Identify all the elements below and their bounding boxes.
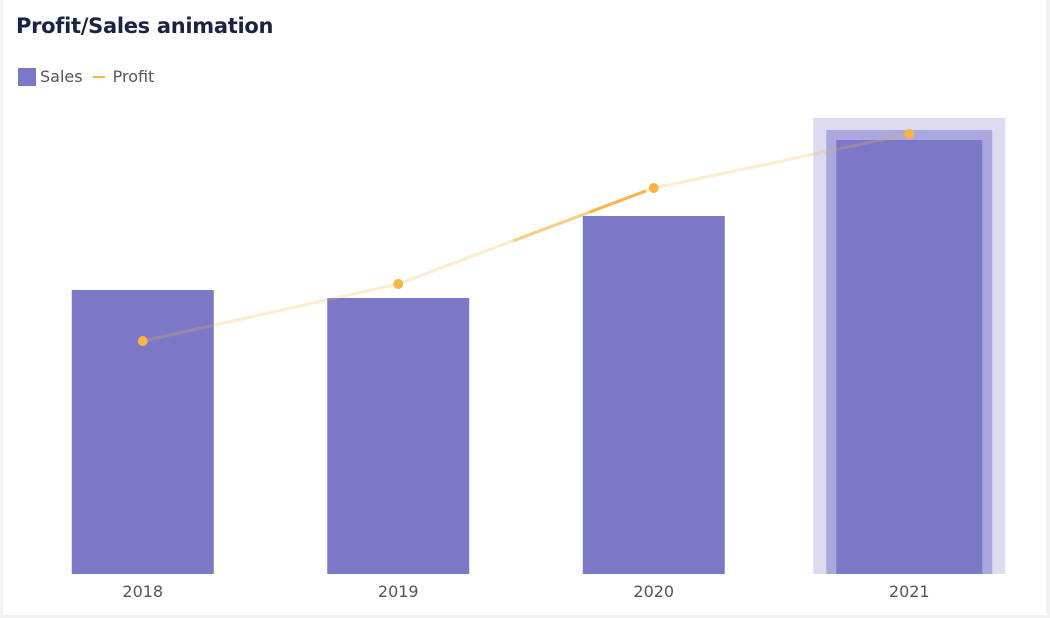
profit-point-2021[interactable] (904, 129, 915, 139)
legend-sales-swatch (18, 67, 36, 86)
bar-2020[interactable] (582, 216, 725, 574)
profit-point-2020[interactable] (648, 183, 659, 193)
chart-title: Profit/Sales animation (16, 14, 274, 38)
legend-sales-label[interactable]: Sales (40, 67, 83, 86)
legend: Sales Profit (18, 67, 154, 86)
x-tick-label-2020: 2020 (633, 582, 674, 601)
bar-2019[interactable] (327, 298, 470, 574)
bar-2018[interactable] (71, 290, 214, 574)
profit-point-2019[interactable] (393, 279, 404, 289)
x-tick-label-2018: 2018 (122, 582, 163, 601)
profit-line-animated-head (589, 189, 647, 214)
x-tick-label-2019: 2019 (378, 582, 419, 601)
legend-profit-swatch (92, 75, 105, 78)
profit-point-2018[interactable] (137, 336, 148, 346)
legend-profit-label[interactable]: Profit (112, 67, 155, 86)
x-tick-label-2021: 2021 (889, 582, 930, 601)
bar-2021[interactable] (836, 140, 983, 574)
